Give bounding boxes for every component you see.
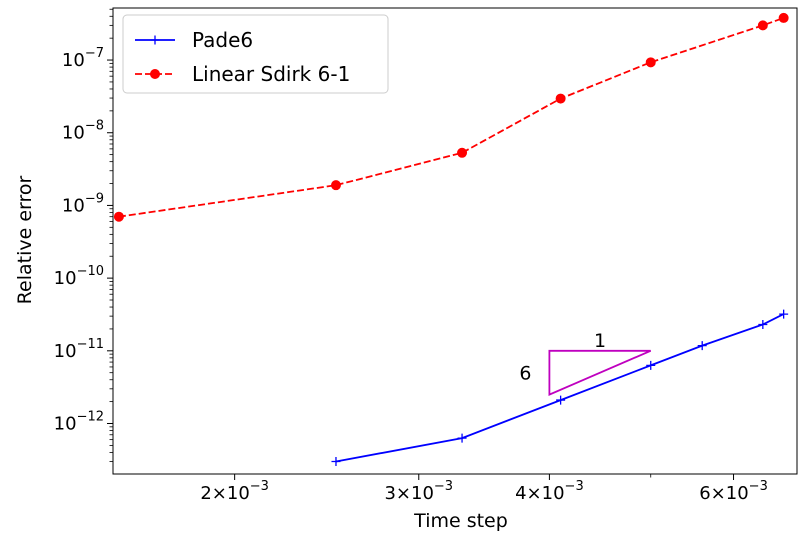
y-tick-label: 10−7	[62, 46, 104, 71]
series-layer	[113, 12, 789, 467]
x-tick-times: ×	[212, 483, 227, 504]
y-tick-exponent: −8	[85, 119, 104, 134]
x-tick-label: 4×10−3	[515, 479, 584, 504]
legend-item: Linear Sdirk 6-1	[135, 62, 350, 86]
y-tick-base: 10	[62, 50, 85, 71]
x-tick-label: 2×10−3	[200, 479, 269, 504]
data-point	[457, 147, 468, 158]
data-point	[150, 35, 160, 45]
x-tick-mantissa: 3	[384, 483, 395, 504]
legend-label: Pade6	[192, 28, 253, 52]
slope-rise-label: 6	[519, 363, 531, 385]
y-tick-base: 10	[62, 123, 85, 144]
series-0	[331, 309, 789, 467]
x-tick-mantissa: 4	[515, 483, 526, 504]
x-tick-times: ×	[396, 483, 411, 504]
y-tick-label: 10−9	[62, 191, 104, 216]
x-tick-base: 10	[411, 483, 434, 504]
y-tick-label: 10−11	[54, 337, 104, 362]
y-tick-exponent: −11	[77, 337, 104, 352]
x-tick-base: 10	[542, 483, 565, 504]
slope-triangle	[548, 349, 652, 396]
y-tick-exponent: −7	[85, 46, 104, 61]
plot-frame	[112, 7, 798, 475]
plot-area	[112, 7, 798, 475]
series-line	[335, 313, 785, 463]
x-tick-mantissa: 6	[699, 483, 710, 504]
data-point	[646, 360, 656, 370]
data-point	[113, 211, 124, 222]
x-tick-exponent: −3	[250, 479, 269, 494]
legend-label: Linear Sdirk 6-1	[192, 62, 350, 86]
legend-box	[122, 14, 389, 94]
y-tick-base: 10	[62, 195, 85, 216]
slope-run-label: 1	[594, 330, 606, 352]
data-point	[757, 20, 768, 31]
legend: Pade6 Linear Sdirk 6-1	[122, 14, 389, 94]
data-point	[457, 433, 467, 443]
data-point	[645, 57, 656, 68]
slope-annotation: 16	[519, 330, 652, 396]
data-point	[778, 12, 789, 23]
data-point	[779, 309, 789, 319]
y-axis-title: Relative error	[14, 175, 36, 304]
x-tick-exponent: −3	[749, 479, 768, 494]
x-tick-label: 6×10−3	[699, 479, 768, 504]
y-tick-label: 10−8	[62, 119, 104, 144]
y-tick-base: 10	[54, 341, 77, 362]
y-tick-label: 10−12	[54, 410, 104, 435]
x-tick-times: ×	[711, 483, 726, 504]
data-point	[758, 320, 768, 330]
data-point	[331, 457, 341, 467]
data-point	[555, 93, 566, 104]
x-tick-mantissa: 2	[200, 483, 211, 504]
x-tick-base: 10	[227, 483, 250, 504]
legend-item: Pade6	[135, 28, 253, 52]
x-tick-exponent: −3	[434, 479, 453, 494]
y-tick-exponent: −12	[77, 410, 104, 425]
x-tick-exponent: −3	[565, 479, 584, 494]
y-tick-base: 10	[54, 414, 77, 435]
x-tick-base: 10	[726, 483, 749, 504]
y-tick-exponent: −10	[77, 264, 104, 279]
data-point	[150, 69, 160, 79]
data-point	[556, 395, 566, 405]
y-tick-base: 10	[54, 268, 77, 289]
y-tick-label: 10−10	[54, 264, 104, 289]
x-tick-label: 3×10−3	[384, 479, 453, 504]
x-tick-times: ×	[527, 483, 542, 504]
data-point	[330, 180, 341, 191]
y-tick-exponent: −9	[85, 191, 104, 206]
x-axis-title: Time step	[413, 510, 508, 532]
series-1	[113, 12, 789, 222]
data-point	[697, 341, 707, 351]
